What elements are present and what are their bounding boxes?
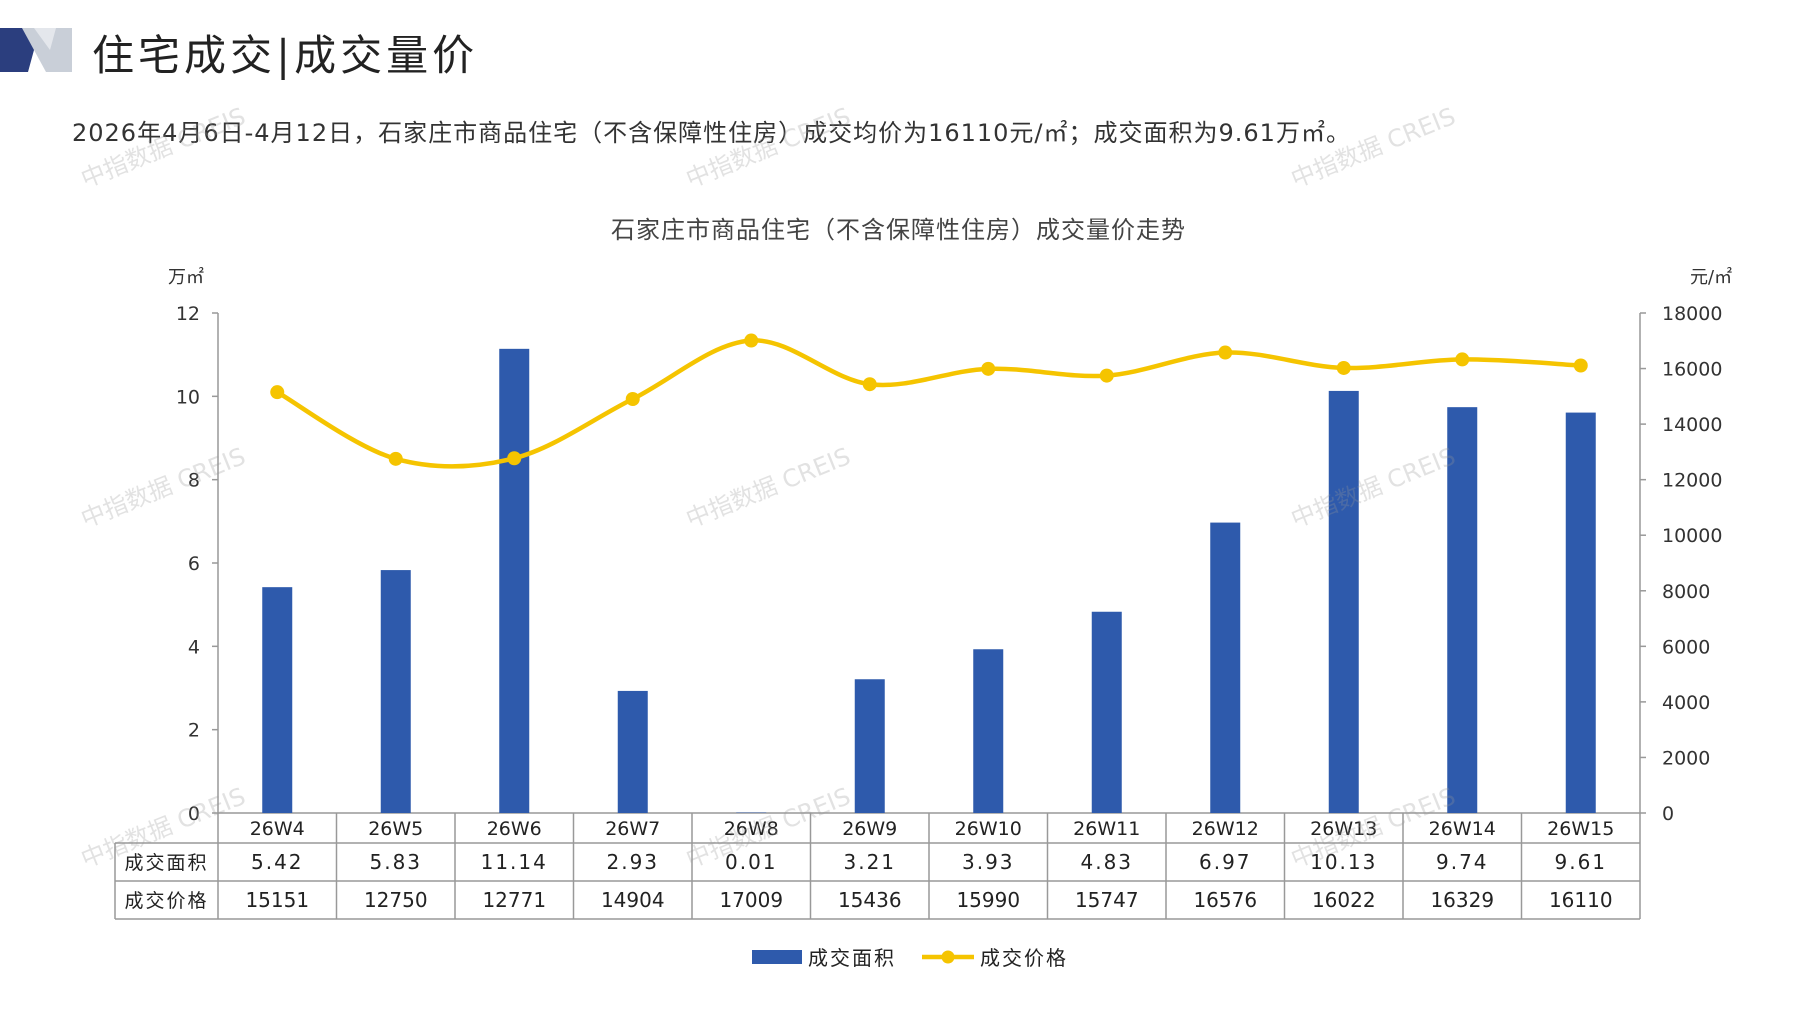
bar <box>380 570 411 813</box>
bar <box>1210 522 1241 813</box>
left-axis-unit: 万㎡ <box>168 266 204 288</box>
legend-label: 成交面积 <box>808 946 896 970</box>
data-label-area: 11.14 <box>481 850 548 874</box>
bar <box>1328 390 1359 813</box>
price-point <box>744 333 759 348</box>
price-point <box>1336 360 1351 375</box>
price-point <box>507 451 522 466</box>
data-label-price: 16329 <box>1430 888 1494 912</box>
x-tick-label: 26W10 <box>955 818 1022 840</box>
data-label-price: 17009 <box>719 888 783 912</box>
data-label-price: 15990 <box>956 888 1020 912</box>
price-point <box>1455 352 1470 367</box>
data-label-area: 10.13 <box>1310 850 1377 874</box>
left-tick-label: 6 <box>188 553 200 575</box>
data-label-area: 9.74 <box>1436 850 1489 874</box>
right-tick-label: 6000 <box>1662 636 1710 658</box>
bar <box>1565 412 1596 813</box>
left-tick-label: 8 <box>188 470 200 492</box>
left-tick-label: 0 <box>188 803 200 825</box>
legend-swatch-point <box>941 950 955 964</box>
x-tick-label: 26W4 <box>250 818 305 840</box>
summary-text: 2026年4月6日-4月12日，石家庄市商品住宅（不含保障性住房）成交均价为16… <box>72 119 1351 147</box>
data-label-price: 16022 <box>1312 888 1376 912</box>
right-tick-label: 12000 <box>1662 470 1722 492</box>
x-tick-label: 26W6 <box>487 818 542 840</box>
bar <box>1091 611 1122 813</box>
data-label-area: 2.93 <box>606 850 659 874</box>
price-point <box>1099 368 1114 383</box>
table-row-header: 成交面积 <box>124 852 208 874</box>
table-row-header: 成交价格 <box>124 890 208 912</box>
page-title: 住宅成交|成交量价 <box>92 31 479 80</box>
right-tick-label: 18000 <box>1662 303 1722 325</box>
data-label-price: 15151 <box>245 888 309 912</box>
data-label-price: 15747 <box>1075 888 1139 912</box>
data-label-area: 3.93 <box>962 850 1015 874</box>
price-point <box>388 451 403 466</box>
data-label-area: 5.42 <box>251 850 304 874</box>
data-label-area: 0.01 <box>725 850 778 874</box>
left-tick-label: 4 <box>188 636 200 658</box>
data-label-area: 3.21 <box>843 850 896 874</box>
data-label-price: 12771 <box>482 888 546 912</box>
x-tick-label: 26W8 <box>724 818 779 840</box>
data-label-area: 6.97 <box>1199 850 1252 874</box>
right-tick-label: 16000 <box>1662 359 1722 381</box>
data-label-price: 12750 <box>364 888 428 912</box>
bar <box>1447 407 1478 813</box>
data-label-area: 5.83 <box>369 850 422 874</box>
data-label-price: 15436 <box>838 888 902 912</box>
data-label-area: 4.83 <box>1080 850 1133 874</box>
legend-label: 成交价格 <box>980 946 1068 970</box>
right-tick-label: 0 <box>1662 803 1674 825</box>
price-point <box>1218 345 1233 360</box>
header: 住宅成交|成交量价 <box>0 20 1797 86</box>
bar <box>973 649 1004 813</box>
x-tick-label: 26W13 <box>1310 818 1377 840</box>
x-tick-label: 26W5 <box>368 818 423 840</box>
right-tick-label: 2000 <box>1662 747 1710 769</box>
data-label-area: 9.61 <box>1554 850 1607 874</box>
bar <box>499 348 530 813</box>
price-line <box>276 338 1581 469</box>
x-tick-label: 26W7 <box>605 818 660 840</box>
price-point <box>1573 358 1588 373</box>
data-label-price: 14904 <box>601 888 665 912</box>
price-point <box>862 377 877 392</box>
data-label-price: 16576 <box>1193 888 1257 912</box>
right-tick-label: 8000 <box>1662 581 1710 603</box>
left-tick-label: 2 <box>188 720 200 742</box>
data-label-price: 16110 <box>1549 888 1613 912</box>
right-tick-label: 10000 <box>1662 525 1722 547</box>
price-point <box>270 385 285 400</box>
x-tick-label: 26W12 <box>1192 818 1259 840</box>
legend-swatch-bar <box>752 950 802 964</box>
price-point <box>981 361 996 376</box>
x-tick-label: 26W9 <box>842 818 897 840</box>
x-tick-label: 26W15 <box>1547 818 1614 840</box>
price-point <box>625 392 640 406</box>
right-axis-unit: 元/㎡ <box>1690 266 1732 288</box>
left-tick-label: 12 <box>176 303 200 325</box>
bar <box>854 679 885 813</box>
bar <box>262 587 293 813</box>
x-tick-label: 26W14 <box>1429 818 1496 840</box>
bar <box>617 690 648 813</box>
right-tick-label: 14000 <box>1662 414 1722 436</box>
right-tick-label: 4000 <box>1662 692 1710 714</box>
x-tick-label: 26W11 <box>1073 818 1140 840</box>
chart-title: 石家庄市商品住宅（不含保障性住房）成交量价走势 <box>611 216 1186 244</box>
left-tick-label: 10 <box>176 386 200 408</box>
section-marker-icon <box>0 28 72 72</box>
